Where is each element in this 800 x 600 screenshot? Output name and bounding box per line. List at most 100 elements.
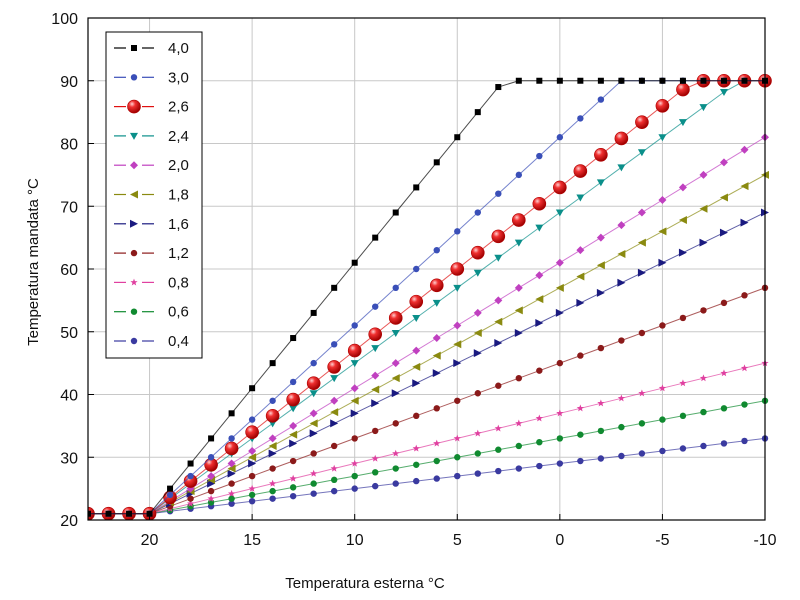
data-point	[310, 480, 317, 487]
data-point	[454, 454, 461, 461]
data-point	[659, 77, 666, 84]
data-point	[614, 131, 629, 146]
data-point	[577, 431, 584, 438]
data-point	[474, 450, 481, 457]
x-axis-ticks: 20 15 10 5 0 -5 -10	[141, 514, 777, 549]
data-point	[699, 238, 708, 247]
data-point	[638, 77, 645, 84]
data-point	[432, 351, 441, 360]
legend-label: 2,6	[168, 99, 189, 116]
data-point	[268, 441, 277, 450]
legend-item: 2,0	[114, 157, 189, 174]
data-point	[331, 284, 338, 291]
data-point	[740, 364, 749, 372]
data-point	[474, 470, 481, 477]
data-point	[351, 485, 358, 492]
data-point	[330, 476, 338, 484]
data-point	[637, 238, 646, 247]
legend-item: 2,4	[114, 128, 189, 145]
data-point	[330, 464, 338, 472]
data-point	[495, 190, 502, 197]
data-point	[494, 254, 503, 262]
data-point	[309, 429, 318, 438]
data-point	[269, 465, 276, 472]
legend-label: 1,6	[168, 216, 189, 233]
data-point	[310, 450, 317, 457]
data-point	[350, 360, 359, 368]
data-point	[388, 311, 403, 325]
data-point	[105, 510, 112, 517]
data-point	[596, 288, 605, 297]
x-tick-label: 15	[243, 532, 261, 549]
series-line	[88, 400, 766, 515]
x-tick-label: -10	[753, 532, 776, 549]
data-point	[678, 119, 687, 127]
data-point	[720, 299, 728, 307]
data-point	[535, 295, 544, 304]
data-point	[371, 385, 380, 394]
legend-marker	[130, 74, 138, 81]
data-point	[556, 359, 564, 367]
data-point	[392, 449, 400, 457]
data-point	[555, 258, 564, 267]
data-point	[638, 389, 646, 397]
legend-label: 1,8	[168, 187, 189, 204]
data-point	[679, 77, 686, 84]
series-line	[88, 80, 765, 515]
data-point	[146, 510, 153, 517]
data-point	[699, 204, 708, 213]
data-point	[617, 164, 626, 172]
data-point	[126, 510, 133, 517]
series-line	[88, 80, 765, 515]
data-point	[330, 396, 339, 405]
data-point	[597, 77, 604, 84]
data-point	[391, 374, 400, 383]
data-point	[700, 77, 707, 84]
data-point	[207, 472, 216, 481]
data-point	[678, 248, 687, 257]
data-point	[515, 171, 523, 179]
data-point	[556, 435, 564, 442]
series-2-6	[88, 73, 772, 521]
data-point	[536, 462, 543, 470]
data-point	[413, 184, 420, 191]
data-point	[268, 434, 277, 443]
data-point	[515, 419, 523, 427]
data-point	[655, 99, 670, 113]
data-point	[494, 339, 503, 348]
data-point	[635, 115, 649, 129]
data-point	[453, 434, 461, 442]
data-point	[741, 401, 748, 408]
y-tick-label: 50	[60, 325, 78, 342]
data-point	[350, 409, 359, 418]
data-point	[536, 77, 543, 84]
legend-item: 1,6	[114, 216, 189, 233]
data-point	[187, 472, 194, 480]
legend-item: 1,8	[114, 187, 189, 204]
data-point	[290, 335, 297, 342]
data-point	[309, 419, 318, 428]
data-point	[515, 77, 522, 84]
series-line	[88, 362, 766, 515]
data-point	[368, 327, 383, 342]
data-point	[186, 499, 195, 507]
legend-item: 0,6	[114, 304, 189, 321]
data-point	[371, 454, 379, 462]
x-axis-title: Temperatura esterna °C	[285, 575, 445, 592]
legend-marker	[127, 99, 141, 114]
legend-marker	[130, 249, 138, 257]
data-point	[597, 427, 605, 435]
data-point	[720, 369, 728, 377]
x-tick-label: 5	[453, 532, 462, 549]
series-line	[88, 287, 766, 515]
data-point	[372, 234, 379, 241]
data-point	[658, 258, 667, 267]
data-point	[269, 487, 276, 495]
series-4-0	[88, 77, 768, 517]
data-point	[248, 416, 256, 423]
data-point	[637, 149, 646, 157]
data-point	[536, 438, 543, 446]
data-point	[454, 472, 461, 480]
data-point	[433, 457, 440, 465]
data-point	[700, 408, 707, 416]
